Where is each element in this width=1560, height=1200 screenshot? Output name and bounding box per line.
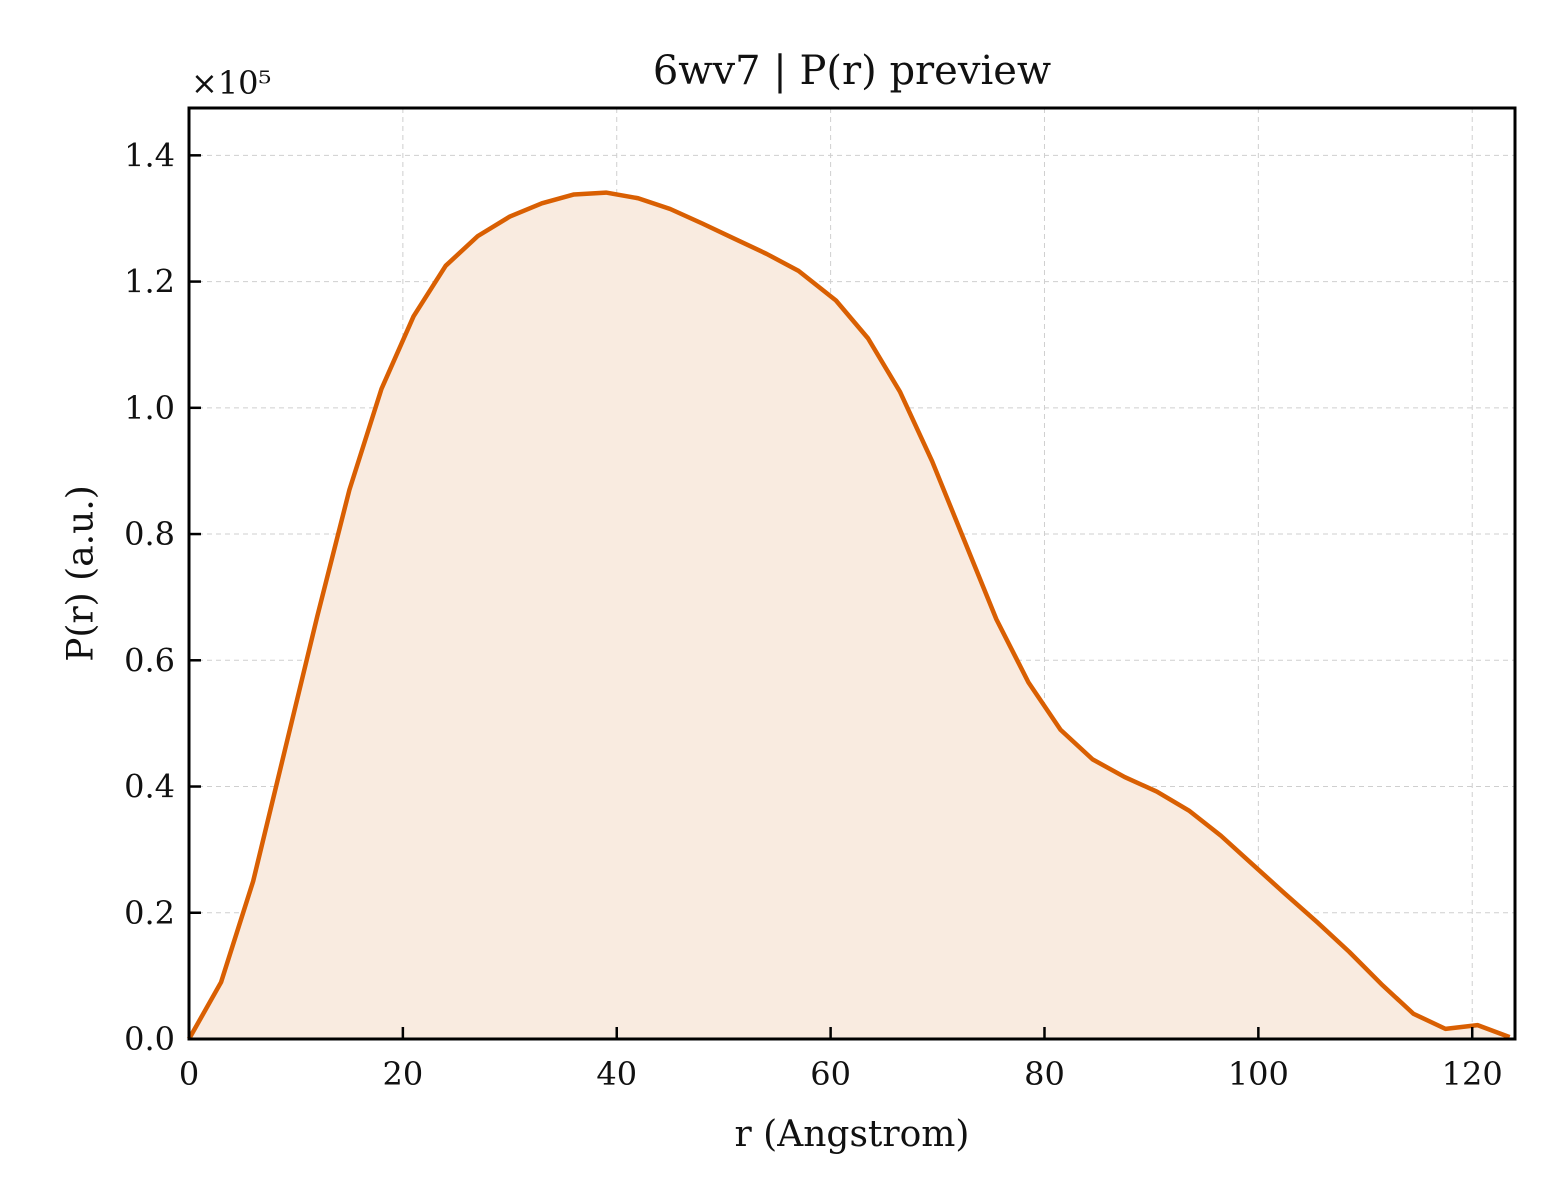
y-tick-label: 0.4 xyxy=(124,768,175,806)
pr-area-fill xyxy=(189,192,1510,1039)
x-tick-label: 20 xyxy=(383,1055,424,1093)
x-tick-label: 0 xyxy=(179,1055,199,1093)
y-tick-label: 0.6 xyxy=(124,641,175,679)
y-tick-label: 1.0 xyxy=(124,389,175,427)
x-tick-label: 100 xyxy=(1228,1055,1289,1093)
y-tick-label: 0.2 xyxy=(124,894,175,932)
y-axis-label: P(r) (a.u.) xyxy=(61,485,102,662)
x-axis-label: r (Angstrom) xyxy=(735,1114,970,1155)
x-tick-label: 40 xyxy=(596,1055,637,1093)
axis-ticks xyxy=(187,154,1474,1041)
x-tick-label: 60 xyxy=(810,1055,851,1093)
y-tick-label: 1.4 xyxy=(124,136,175,174)
y-tick-label: 0.0 xyxy=(124,1020,175,1058)
plot-frame xyxy=(187,106,1517,1041)
pr-series-line xyxy=(187,190,1511,1041)
chart-title: 6wv7 | P(r) preview xyxy=(653,48,1051,94)
y-multiplier-label: ×10⁵ xyxy=(191,64,271,102)
x-tick-label: 120 xyxy=(1442,1055,1503,1093)
y-tick-label: 1.2 xyxy=(124,263,175,301)
x-tick-label: 80 xyxy=(1024,1055,1065,1093)
y-tick-label: 0.8 xyxy=(124,515,175,553)
